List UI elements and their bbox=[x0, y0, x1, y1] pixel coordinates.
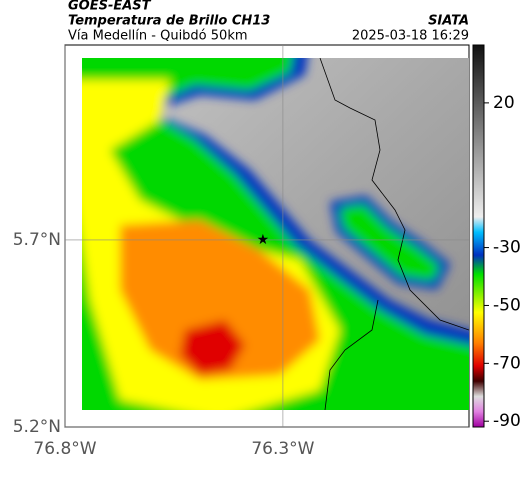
colorbar-tick-label: -30 bbox=[493, 238, 521, 258]
colorbar-tick-label: -70 bbox=[493, 353, 521, 373]
colorbar bbox=[472, 44, 485, 428]
x-tick-label: 76.3°W bbox=[251, 439, 314, 459]
y-tick-label: 5.7°N bbox=[13, 230, 61, 250]
station-marker: ★ bbox=[257, 232, 270, 248]
title: GOES-EAST bbox=[68, 0, 152, 14]
colorbar-tick-label: -50 bbox=[493, 295, 521, 315]
datetime: 2025-03-18 16:29 bbox=[352, 29, 469, 44]
y-tick-label: 5.2°N bbox=[13, 417, 61, 437]
x-tick-label: 76.8°W bbox=[33, 439, 96, 459]
source: SIATA bbox=[428, 14, 469, 29]
colorbar-tick-label: -90 bbox=[493, 411, 521, 431]
brightness-field bbox=[82, 58, 469, 410]
subtitle: Temperatura de Brillo CH13 bbox=[68, 14, 270, 29]
colorbar-tick-label: 20 bbox=[493, 93, 515, 113]
route: Vía Medellín - Quibdó 50km bbox=[68, 29, 248, 44]
